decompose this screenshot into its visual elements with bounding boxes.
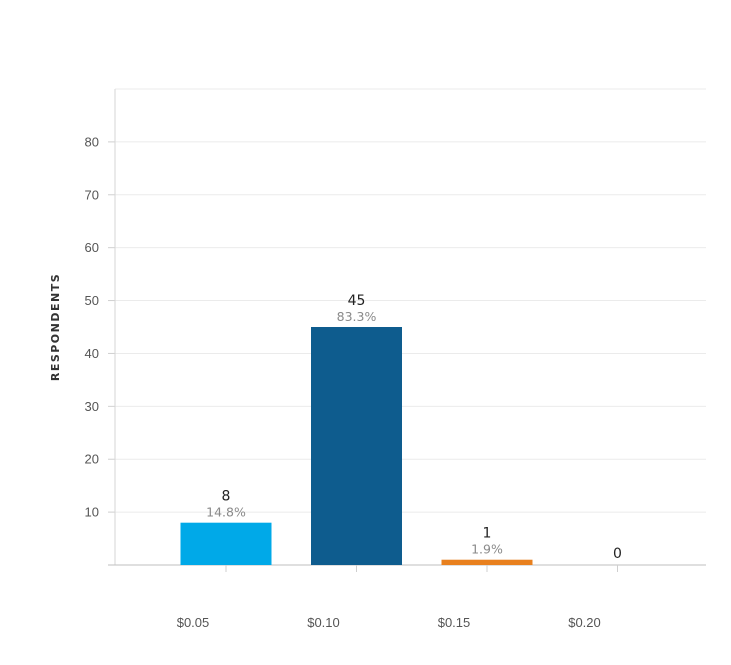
y-tick-label: 30	[85, 399, 99, 414]
bar	[311, 327, 402, 565]
bar-count-label: 45	[348, 293, 366, 309]
y-tick-label: 10	[85, 505, 99, 520]
bar	[180, 522, 272, 565]
y-axis-ticks: 10 20 30 40 50 60 70 80	[85, 134, 115, 520]
x-category-label: $0.15	[438, 615, 471, 630]
y-axis-label: RESPONDENTS	[49, 273, 62, 381]
y-tick-label: 40	[85, 346, 99, 361]
bar-count-label: 1	[483, 526, 492, 542]
bar-percent-label: 1.9%	[471, 542, 503, 557]
y-tick-label: 60	[85, 240, 99, 255]
bar-percent-label: 14.8%	[206, 505, 246, 520]
grid-lines	[115, 88, 706, 513]
bar-count-label: 8	[222, 489, 231, 505]
x-axis-ticks: $0.05 $0.10 $0.15 $0.20	[177, 565, 618, 630]
y-tick-label: 20	[85, 452, 99, 467]
y-tick-label: 50	[85, 293, 99, 308]
y-tick-label: 80	[85, 134, 99, 149]
x-category-label: $0.20	[568, 615, 601, 630]
bar-percent-label: 83.3%	[337, 309, 377, 324]
y-tick-label: 70	[85, 187, 99, 202]
x-category-label: $0.10	[307, 615, 340, 630]
bar-count-label: 0	[613, 546, 622, 562]
x-category-label: $0.05	[177, 615, 210, 630]
bar	[441, 559, 533, 565]
